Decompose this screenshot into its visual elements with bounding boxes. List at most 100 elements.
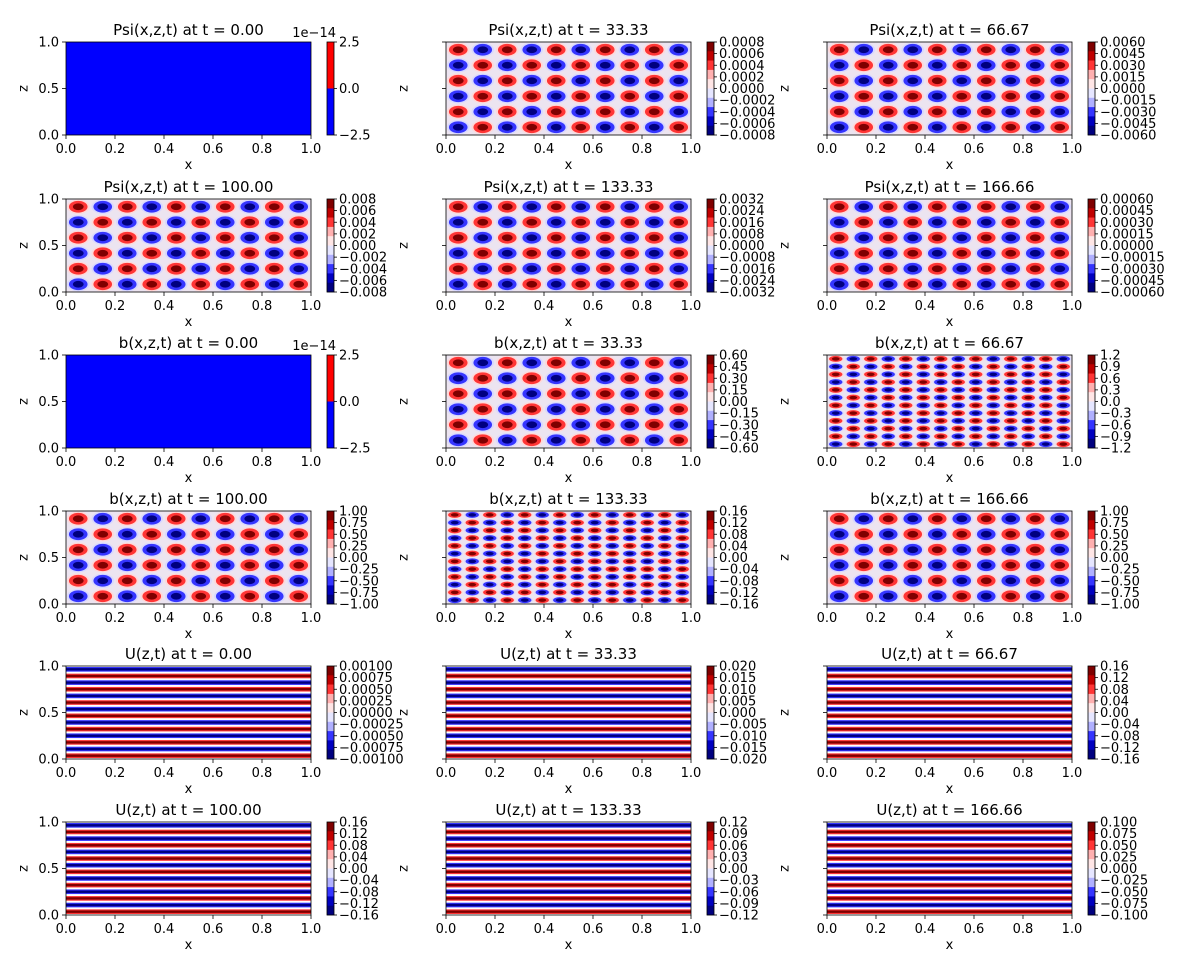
- y-tick-label: 1.0: [38, 36, 59, 51]
- colorbar-tick-label: −0.0002: [719, 94, 775, 109]
- cell-core: [931, 561, 943, 569]
- cell-core: [648, 61, 660, 69]
- x-tick-label: 0.0: [817, 299, 838, 314]
- panel-1: Psi(x,z,t) at t = 0.00 x z 0.0 0.2 0.4 0.6 0.8 1…: [17, 21, 371, 173]
- colorbar-segment: [707, 60, 714, 71]
- uniform-field: [66, 355, 311, 448]
- cell-core: [146, 546, 158, 554]
- cell-core: [146, 561, 158, 569]
- colorbar-segment: [707, 840, 714, 851]
- cell-core: [858, 46, 870, 54]
- x-tick-label: 0.2: [485, 766, 506, 781]
- cell-core: [1024, 364, 1033, 369]
- stripe-core: [827, 681, 1072, 684]
- colorbar-tick-label: 0.000: [1100, 862, 1137, 877]
- cell-core: [660, 575, 669, 579]
- colorbar-segment: [707, 236, 714, 246]
- colorbar-tick-label: −0.12: [719, 909, 759, 924]
- plot-area: [827, 355, 1072, 448]
- colorbar-offset-label: 1e−14: [292, 339, 336, 354]
- cell-core: [648, 77, 660, 85]
- colorbar-segment: [707, 896, 714, 906]
- cell-core: [590, 582, 599, 587]
- cell-core: [625, 528, 634, 533]
- colorbar-tick-label: 0.75: [339, 516, 368, 531]
- x-tick-label: 0.0: [56, 142, 77, 157]
- cell-core: [643, 590, 652, 595]
- colorbar-tick-label: 0.00000: [339, 706, 393, 721]
- cell-core: [1024, 403, 1033, 408]
- colorbar-segment: [707, 721, 714, 732]
- colorbar-tick-label: 0.0: [339, 395, 360, 410]
- cell-core: [849, 372, 858, 377]
- cell-core: [1024, 395, 1033, 400]
- cell-core: [452, 46, 464, 54]
- cell-core: [833, 92, 845, 100]
- x-tick-label: 0.8: [252, 766, 273, 781]
- colorbar-segment: [327, 264, 334, 274]
- cell-core: [599, 405, 611, 413]
- colorbar-tick-label: −0.010: [719, 729, 767, 744]
- cell-core: [1024, 357, 1033, 361]
- stripe-core: [446, 870, 691, 874]
- cell-core: [477, 405, 489, 413]
- cell-core: [501, 77, 513, 85]
- colorbar-tick-label: 0.00: [719, 395, 748, 410]
- y-axis-label: z: [778, 709, 793, 716]
- cell-core: [1005, 577, 1017, 585]
- colorbar-segment: [707, 822, 714, 832]
- x-tick-label: 0.2: [485, 922, 506, 937]
- cell-core: [520, 544, 529, 548]
- cell-core: [452, 123, 464, 131]
- cell-core: [1006, 395, 1015, 400]
- x-tick-label: 0.4: [534, 922, 555, 937]
- y-tick-label: 1.0: [38, 193, 59, 208]
- x-tick-label: 0.4: [154, 299, 175, 314]
- stripe-core: [66, 883, 311, 887]
- x-tick-label: 0.4: [534, 455, 555, 470]
- x-axis-label: x: [185, 315, 193, 330]
- colorbar-segment: [327, 548, 334, 558]
- colorbar-tick-label: 0.04: [339, 850, 368, 865]
- colorbar-tick-label: 0.08: [1100, 683, 1129, 698]
- plot-area: [446, 42, 691, 135]
- cell-core: [526, 265, 538, 273]
- cell-core: [477, 265, 489, 273]
- cell-core: [1006, 426, 1015, 431]
- cell-core: [97, 203, 109, 211]
- cell-core: [97, 577, 109, 585]
- colorbar-segment: [707, 420, 714, 430]
- colorbar-tick-label: 0.16: [339, 816, 368, 831]
- cell-core: [244, 592, 256, 600]
- cell-core: [121, 218, 133, 226]
- cell-core: [219, 530, 231, 538]
- cell-core: [195, 592, 207, 600]
- colorbar-segment: [327, 199, 334, 209]
- x-tick-label: 0.8: [632, 455, 653, 470]
- x-tick-label: 0.8: [252, 142, 273, 157]
- field-background: [446, 199, 691, 292]
- colorbar: 0.160.120.080.040.00−0.04−0.08−0.12−0.16: [326, 816, 379, 924]
- panel-title: U(z,t) at t = 133.33: [495, 801, 641, 819]
- cell-core: [573, 544, 582, 548]
- cell-core: [599, 374, 611, 382]
- panel-title: Psi(x,z,t) at t = 33.33: [488, 21, 648, 39]
- cell-core: [901, 357, 910, 361]
- colorbar-segment: [1088, 208, 1095, 218]
- colorbar-segment: [327, 520, 334, 530]
- colorbar: 0.160.120.080.040.00−0.04−0.08−0.12−0.16: [1087, 660, 1140, 768]
- cell-core: [901, 419, 910, 423]
- panel-9: b(x,z,t) at t = 66.67 x z 0.0 0.2 0.4 0.6 0.8 1.…: [778, 334, 1132, 486]
- x-tick-label: 0.6: [964, 299, 985, 314]
- cell-core: [72, 546, 84, 554]
- cell-core: [901, 395, 910, 400]
- colorbar-tick-label: −0.25: [339, 563, 379, 578]
- y-axis-label: z: [17, 709, 32, 716]
- cell-core: [648, 92, 660, 100]
- cell-core: [936, 419, 945, 423]
- cell-core: [97, 280, 109, 288]
- cell-core: [660, 590, 669, 595]
- cell-core: [660, 513, 669, 517]
- cell-core: [1054, 265, 1066, 273]
- cell-core: [575, 280, 587, 288]
